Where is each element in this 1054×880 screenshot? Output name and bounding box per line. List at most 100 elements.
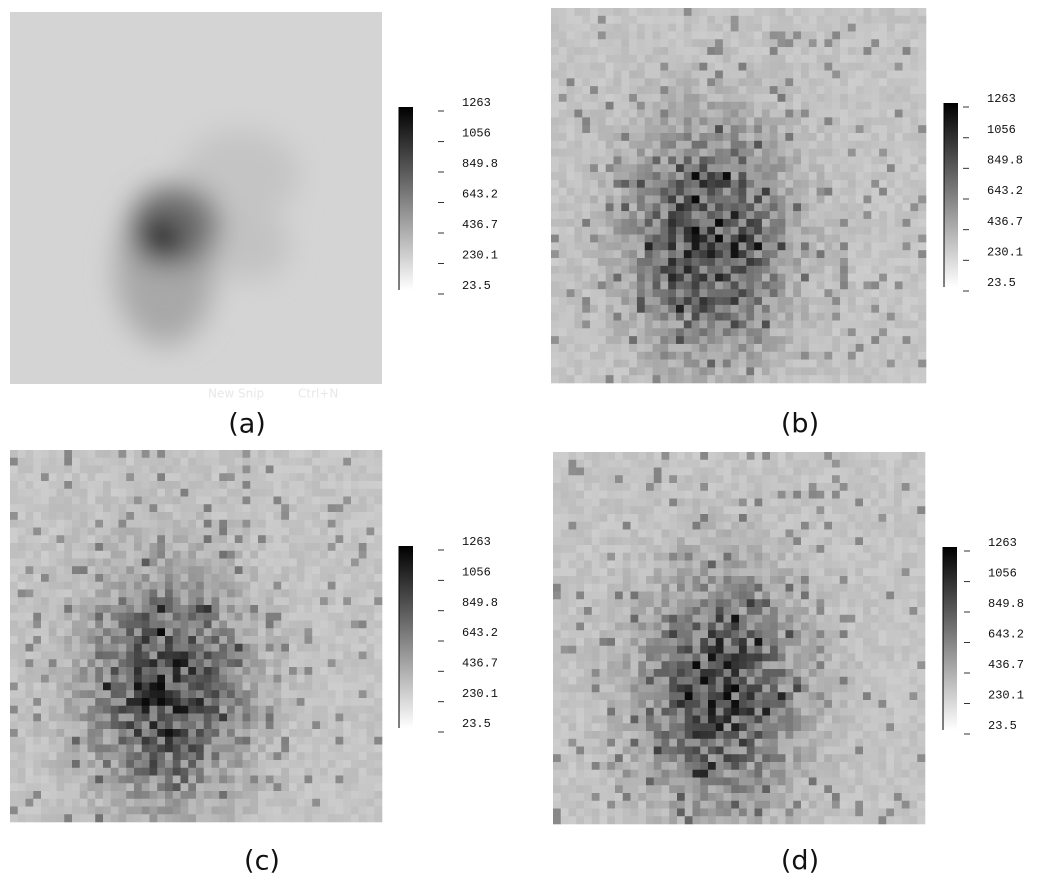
heatmap-cell	[660, 86, 668, 94]
heatmap-cell	[343, 791, 351, 799]
heatmap-cell	[111, 659, 119, 667]
heatmap-cell	[10, 613, 18, 621]
heatmap-cell	[809, 188, 817, 196]
heatmap-cell	[848, 188, 856, 196]
heatmap-cell	[600, 468, 608, 476]
heatmap-cell	[567, 227, 575, 235]
heatmap-cell	[173, 752, 181, 760]
heatmap-cell	[576, 723, 584, 731]
heatmap-cell	[676, 266, 684, 274]
heatmap-cell	[592, 731, 600, 739]
heatmap-cell	[739, 110, 747, 118]
heatmap-cell	[567, 266, 575, 274]
heatmap-cell	[204, 597, 212, 605]
heatmap-cell	[312, 690, 320, 698]
heatmap-cell	[119, 768, 127, 776]
heatmap-cell	[367, 721, 375, 729]
heatmap-cell	[723, 297, 731, 305]
heatmap-cell	[629, 125, 637, 133]
heatmap-cell	[770, 313, 778, 321]
heatmap-cell	[57, 729, 65, 737]
heatmap-cell	[351, 497, 359, 505]
heatmap-cell	[903, 133, 911, 141]
heatmap-cell	[343, 582, 351, 590]
heatmap-cell	[297, 605, 305, 613]
heatmap-cell	[754, 180, 762, 188]
heatmap-cell	[281, 729, 289, 737]
heatmap-cell	[746, 172, 754, 180]
heatmap-cell	[723, 321, 731, 329]
heatmap-cell	[553, 708, 561, 716]
heatmap-cell	[584, 723, 592, 731]
heatmap-cell	[723, 281, 731, 289]
heatmap-cell	[699, 164, 707, 172]
heatmap-cell	[629, 321, 637, 329]
heatmap-cell	[574, 8, 582, 16]
heatmap-cell	[676, 110, 684, 118]
colorbar-tick-label: 436.7	[987, 215, 1023, 229]
heatmap-cell	[746, 117, 754, 125]
heatmap-cell	[367, 473, 375, 481]
heatmap-cell	[707, 242, 715, 250]
heatmap-cell	[848, 164, 856, 172]
heatmap-cell	[676, 219, 684, 227]
heatmap-cell	[119, 698, 127, 706]
heatmap-cell	[778, 219, 786, 227]
heatmap-cell	[637, 133, 645, 141]
heatmap-cell	[274, 458, 282, 466]
heatmap-cell	[95, 737, 103, 745]
heatmap-cell	[824, 149, 832, 157]
heatmap-cell	[645, 266, 653, 274]
heatmap-cell	[778, 39, 786, 47]
heatmap-cell	[72, 613, 80, 621]
heatmap-cell	[910, 78, 918, 86]
heatmap-cell	[864, 16, 872, 24]
heatmap-cell	[746, 102, 754, 110]
heatmap-cell	[692, 242, 700, 250]
heatmap-cell	[817, 31, 825, 39]
heatmap-cell	[621, 188, 629, 196]
heatmap-cell	[840, 258, 848, 266]
heatmap-cell	[621, 47, 629, 55]
heatmap-cell	[150, 497, 158, 505]
heatmap-cell	[715, 211, 723, 219]
heatmap-cell	[793, 78, 801, 86]
heatmap-cell	[57, 497, 65, 505]
heatmap-cell	[576, 630, 584, 638]
heatmap-cell	[343, 450, 351, 458]
heatmap-cell	[219, 605, 227, 613]
heatmap-cell	[80, 481, 88, 489]
heatmap-cell	[871, 289, 879, 297]
heatmap-cell	[598, 235, 606, 243]
heatmap-cell	[660, 117, 668, 125]
heatmap-cell	[793, 227, 801, 235]
heatmap-cell	[266, 714, 274, 722]
heatmap-cell	[606, 274, 614, 282]
heatmap-cell	[692, 313, 700, 321]
heatmap-cell	[582, 235, 590, 243]
heatmap-cell	[684, 63, 692, 71]
heatmap-cell	[274, 489, 282, 497]
heatmap-cell	[336, 450, 344, 458]
heatmap-cell	[629, 313, 637, 321]
heatmap-cell	[715, 94, 723, 102]
heatmap-cell	[590, 180, 598, 188]
heatmap-cell	[266, 807, 274, 815]
heatmap-cell	[754, 313, 762, 321]
heatmap-cell	[188, 807, 196, 815]
heatmap-cell	[645, 375, 653, 383]
heatmap-cell	[126, 559, 134, 567]
heatmap-cell	[181, 621, 189, 629]
heatmap-cell	[336, 613, 344, 621]
heatmap-cell	[621, 313, 629, 321]
heatmap-cell	[832, 258, 840, 266]
heatmap-cell	[553, 615, 561, 623]
heatmap-cell	[723, 133, 731, 141]
heatmap-cell	[754, 360, 762, 368]
heatmap-cell	[41, 574, 49, 582]
heatmap-cell	[559, 86, 567, 94]
heatmap-cell	[754, 55, 762, 63]
heatmap-cell	[328, 590, 336, 598]
heatmap-cell	[367, 520, 375, 528]
heatmap-cell	[660, 47, 668, 55]
